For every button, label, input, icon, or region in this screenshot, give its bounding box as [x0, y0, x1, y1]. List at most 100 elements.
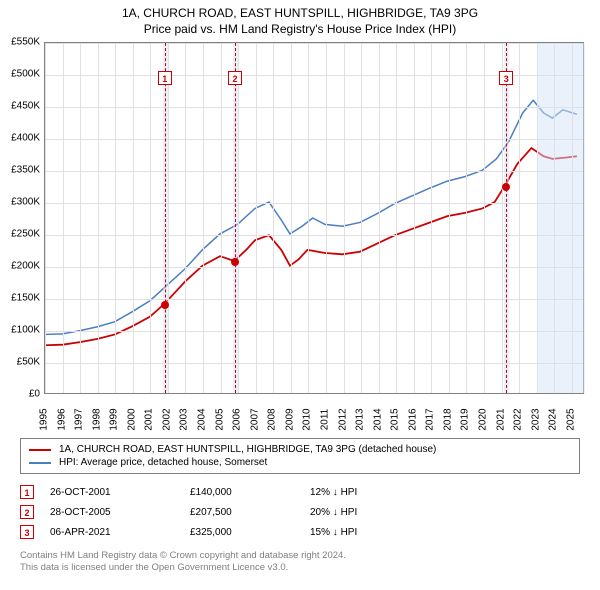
- sale-price: £207,500: [190, 507, 310, 518]
- x-axis-label: 2006: [232, 400, 243, 440]
- sale-row: 3 06-APR-2021 £325,000 15% ↓ HPI: [20, 522, 580, 542]
- x-axis-label: 2013: [355, 400, 366, 440]
- plot-area: 123: [44, 42, 584, 394]
- gridline-v: [449, 43, 450, 393]
- sale-price: £140,000: [190, 487, 310, 498]
- gridline-v: [185, 43, 186, 393]
- gridline-v: [98, 43, 99, 393]
- x-axis-label: 1998: [91, 400, 102, 440]
- sale-point-icon: [161, 301, 169, 309]
- gridline-v: [221, 43, 222, 393]
- y-axis-label: £350K: [0, 165, 40, 176]
- x-axis-label: 2002: [161, 400, 172, 440]
- gridline-v: [484, 43, 485, 393]
- sale-date: 26-OCT-2001: [50, 487, 190, 498]
- x-axis-label: 2015: [390, 400, 401, 440]
- gridline-v: [115, 43, 116, 393]
- gridline-v: [273, 43, 274, 393]
- marker-box-icon: 1: [158, 71, 172, 85]
- x-axis-label: 2009: [284, 400, 295, 440]
- x-axis-label: 2000: [126, 400, 137, 440]
- x-axis-label: 2022: [513, 400, 524, 440]
- gridline-v: [45, 43, 46, 393]
- sales-table: 1 26-OCT-2001 £140,000 12% ↓ HPI 2 28-OC…: [20, 482, 580, 542]
- marker-line: [235, 43, 236, 393]
- y-axis-label: £250K: [0, 229, 40, 240]
- marker-line: [165, 43, 166, 393]
- x-axis-label: 2016: [407, 400, 418, 440]
- marker-box-icon: 2: [228, 71, 242, 85]
- sale-marker-icon: 2: [20, 505, 34, 519]
- x-axis-label: 2024: [548, 400, 559, 440]
- sale-price: £325,000: [190, 527, 310, 538]
- y-axis-label: £200K: [0, 261, 40, 272]
- sale-point-icon: [231, 258, 239, 266]
- x-axis-label: 2011: [319, 400, 330, 440]
- x-axis-label: 2019: [460, 400, 471, 440]
- x-axis-label: 2014: [372, 400, 383, 440]
- gridline-v: [502, 43, 503, 393]
- gridline-v: [256, 43, 257, 393]
- legend: 1A, CHURCH ROAD, EAST HUNTSPILL, HIGHBRI…: [20, 438, 580, 474]
- x-axis-label: 1995: [39, 400, 50, 440]
- gridline-v: [519, 43, 520, 393]
- x-axis-label: 2020: [478, 400, 489, 440]
- x-axis-label: 2025: [565, 400, 576, 440]
- gridline-v: [308, 43, 309, 393]
- x-axis-label: 2007: [249, 400, 260, 440]
- y-axis-label: £100K: [0, 325, 40, 336]
- title-line-2: Price paid vs. HM Land Registry's House …: [0, 22, 600, 36]
- x-axis-label: 2005: [214, 400, 225, 440]
- gridline-v: [203, 43, 204, 393]
- gridline-v: [344, 43, 345, 393]
- gridline-v: [150, 43, 151, 393]
- title-line-1: 1A, CHURCH ROAD, EAST HUNTSPILL, HIGHBRI…: [0, 6, 600, 20]
- gridline-v: [80, 43, 81, 393]
- legend-swatch: [29, 449, 51, 451]
- marker-line: [506, 43, 507, 393]
- footer-line-1: Contains HM Land Registry data © Crown c…: [20, 550, 580, 562]
- y-axis-label: £500K: [0, 69, 40, 80]
- chart-title: 1A, CHURCH ROAD, EAST HUNTSPILL, HIGHBRI…: [0, 0, 600, 36]
- sale-delta: 20% ↓ HPI: [310, 507, 430, 518]
- gridline-v: [168, 43, 169, 393]
- sale-marker-icon: 1: [20, 485, 34, 499]
- y-axis-label: £150K: [0, 293, 40, 304]
- sale-delta: 15% ↓ HPI: [310, 527, 430, 538]
- y-axis-label: £400K: [0, 133, 40, 144]
- chart: 123 £0£50K£100K£150K£200K£250K£300K£350K…: [0, 36, 600, 432]
- sale-date: 28-OCT-2005: [50, 507, 190, 518]
- gridline-v: [396, 43, 397, 393]
- sale-marker-icon: 3: [20, 525, 34, 539]
- sale-point-icon: [502, 183, 510, 191]
- y-axis-label: £450K: [0, 101, 40, 112]
- x-axis-label: 1996: [56, 400, 67, 440]
- footer-line-2: This data is licensed under the Open Gov…: [20, 562, 580, 574]
- gridline-v: [379, 43, 380, 393]
- x-axis-label: 1999: [109, 400, 120, 440]
- gridline-v: [238, 43, 239, 393]
- x-axis-label: 2021: [495, 400, 506, 440]
- gridline-v: [326, 43, 327, 393]
- x-axis-label: 2004: [197, 400, 208, 440]
- y-axis-label: £0: [0, 389, 40, 400]
- gridline-v: [431, 43, 432, 393]
- highlight-band: [537, 43, 585, 393]
- y-axis-label: £550K: [0, 37, 40, 48]
- x-axis-label: 2003: [179, 400, 190, 440]
- sale-row: 1 26-OCT-2001 £140,000 12% ↓ HPI: [20, 482, 580, 502]
- x-axis-label: 1997: [74, 400, 85, 440]
- x-axis-label: 2001: [144, 400, 155, 440]
- footer: Contains HM Land Registry data © Crown c…: [20, 550, 580, 575]
- gridline-v: [63, 43, 64, 393]
- sale-date: 06-APR-2021: [50, 527, 190, 538]
- x-axis-label: 2008: [267, 400, 278, 440]
- gridline-v: [466, 43, 467, 393]
- y-axis-label: £50K: [0, 357, 40, 368]
- legend-label: 1A, CHURCH ROAD, EAST HUNTSPILL, HIGHBRI…: [59, 444, 436, 455]
- y-axis-label: £300K: [0, 197, 40, 208]
- gridline-v: [414, 43, 415, 393]
- gridline-v: [361, 43, 362, 393]
- x-axis-label: 2010: [302, 400, 313, 440]
- legend-item: 1A, CHURCH ROAD, EAST HUNTSPILL, HIGHBRI…: [29, 443, 571, 456]
